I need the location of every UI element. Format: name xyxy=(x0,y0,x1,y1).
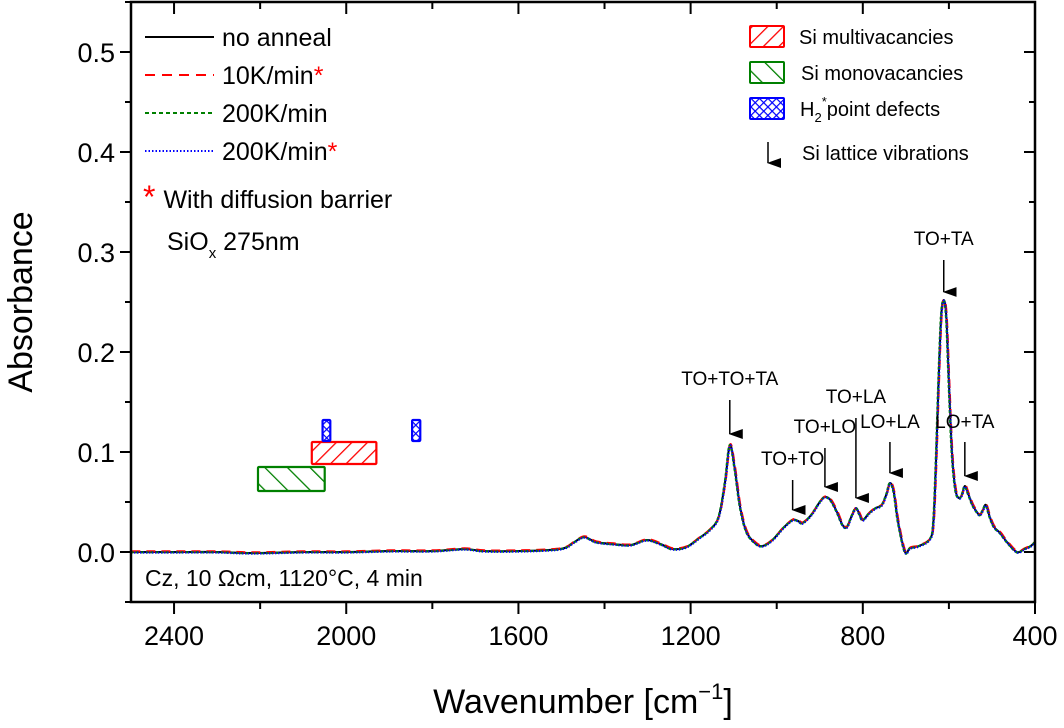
annotation-to-plus-to: TO+TO xyxy=(761,449,824,515)
annotation-label: LO+TA xyxy=(935,412,995,433)
annotation-label: TO+LA xyxy=(826,387,887,408)
series-line-200k-min-barrier xyxy=(131,299,1036,556)
x-axis-title-sup: −1 xyxy=(698,679,723,704)
svg-text:200K/min: 200K/min xyxy=(222,100,328,128)
series-layer xyxy=(130,298,1037,556)
x-axis-title-main: Wavenumber [cm xyxy=(433,683,698,721)
legend-note-thickness: 275nm xyxy=(216,228,299,256)
annotation-to-plus-ta: TO+TA xyxy=(914,229,974,297)
legend-note-text: With diffusion barrier xyxy=(163,186,392,214)
x-axis-title-end: ] xyxy=(723,683,732,721)
legend-item-si-multivacancies: Si multivacancies xyxy=(749,25,954,49)
legend-item-si-lattice-vibrations: Si lattice vibrations xyxy=(767,142,969,168)
legend-label: Si lattice vibrations xyxy=(802,143,969,165)
legend-h-sup: * xyxy=(822,94,827,109)
legend-item-no-anneal: no anneal xyxy=(145,24,332,52)
svg-text:10K/min*: 10K/min* xyxy=(222,62,324,90)
y-tick-label: 0.0 xyxy=(77,538,115,568)
y-tick-label: 0.3 xyxy=(77,238,115,268)
region-h2-point-defects xyxy=(411,418,422,443)
legend-star: * xyxy=(328,138,338,166)
x-tick-label: 2400 xyxy=(144,621,204,651)
annotation-label: TO+LO xyxy=(794,417,856,438)
annotations-layer: TO+TO+TA TO+TO TO+LO TO+LA LO+LA TO+TA LO+TA xyxy=(681,229,995,515)
y-tick-label: 0.5 xyxy=(77,38,115,68)
legend-label: Si monovacancies xyxy=(801,63,963,85)
legend-swatch-h2-defects xyxy=(749,97,785,120)
legend-note-line1: * With diffusion barrier xyxy=(143,179,392,215)
annotation-lo-plus-la: LO+LA xyxy=(860,412,920,478)
annotation-to-plus-la: TO+LA xyxy=(826,387,887,503)
legend-note-sub: x xyxy=(209,245,217,262)
y-axis-title: Absorbance xyxy=(2,211,40,392)
x-tick-label: 2000 xyxy=(316,621,376,651)
y-tick-label: 0.1 xyxy=(77,438,115,468)
annotation-to-plus-to-plus-ta: TO+TO+TA xyxy=(681,369,779,439)
ticks-layer: 2400 2000 1600 1200 800 400 0.0 0.1 0.2 0.3 0.4 0.5 xyxy=(77,1,1058,651)
legend-item-200k-min-barrier: 200K/min* xyxy=(145,138,338,166)
x-tick-label: 800 xyxy=(840,621,885,651)
y-tick-label: 0.2 xyxy=(77,338,115,368)
svg-text:200K/min*: 200K/min* xyxy=(222,138,338,166)
legend-note-sio: SiO xyxy=(167,228,209,256)
legend-item-si-monovacancies: Si monovacancies xyxy=(749,61,963,85)
legend-label: 200K/min xyxy=(222,138,328,166)
legend-label: 10K/min xyxy=(222,62,314,90)
x-tick-label: 1600 xyxy=(488,621,548,651)
legend-h-sub: 2 xyxy=(814,110,821,125)
annotation-label: LO+LA xyxy=(860,412,920,433)
legend-star: * xyxy=(314,62,324,90)
legend-h: H xyxy=(800,99,814,121)
legend-swatch-multivacancies xyxy=(749,25,785,48)
regions-layer xyxy=(256,418,422,493)
legend-swatch-monovacancies xyxy=(749,61,785,84)
sample-conditions-note: Cz, 10 Ωcm, 1120°C, 4 min xyxy=(145,565,423,591)
annotation-lo-plus-ta: LO+TA xyxy=(935,412,995,481)
x-tick-label: 400 xyxy=(1012,621,1057,651)
legend-label: Si multivacancies xyxy=(799,27,954,49)
x-axis-title: Wavenumber [cm−1] xyxy=(433,679,733,721)
annotation-label: TO+TO xyxy=(761,449,824,470)
region-si-multivacancies xyxy=(310,440,378,466)
svg-text:no anneal: no anneal xyxy=(222,24,332,52)
plot-frame xyxy=(129,0,1037,604)
annotation-label: TO+TO+TA xyxy=(681,369,778,390)
legend-label: no anneal xyxy=(222,24,332,52)
region-legend: Si multivacancies Si monovacancies H2*po… xyxy=(749,25,969,168)
region-si-monovacancies xyxy=(256,465,326,493)
legend-item-10k-min: 10K/min* xyxy=(145,62,324,90)
series-legend: no anneal 10K/min* 200K/min 200K/min* * W… xyxy=(143,24,392,262)
legend-note-line2: SiOx 275nm xyxy=(167,228,300,262)
x-tick-label: 1200 xyxy=(661,621,721,651)
legend-item-200k-min: 200K/min xyxy=(145,100,328,128)
legend-item-h2-point-defects: H2*point defects xyxy=(749,94,940,125)
annotation-to-plus-lo: TO+LO xyxy=(794,417,856,492)
legend-note-star: * xyxy=(143,179,155,215)
y-tick-label: 0.4 xyxy=(77,138,115,168)
annotation-label: TO+TA xyxy=(914,229,974,250)
region-h2-point-defects xyxy=(321,418,332,443)
legend-label: H2*point defects xyxy=(800,94,940,125)
legend-label: 200K/min xyxy=(222,100,328,128)
legend-h-text: point defects xyxy=(827,99,940,121)
